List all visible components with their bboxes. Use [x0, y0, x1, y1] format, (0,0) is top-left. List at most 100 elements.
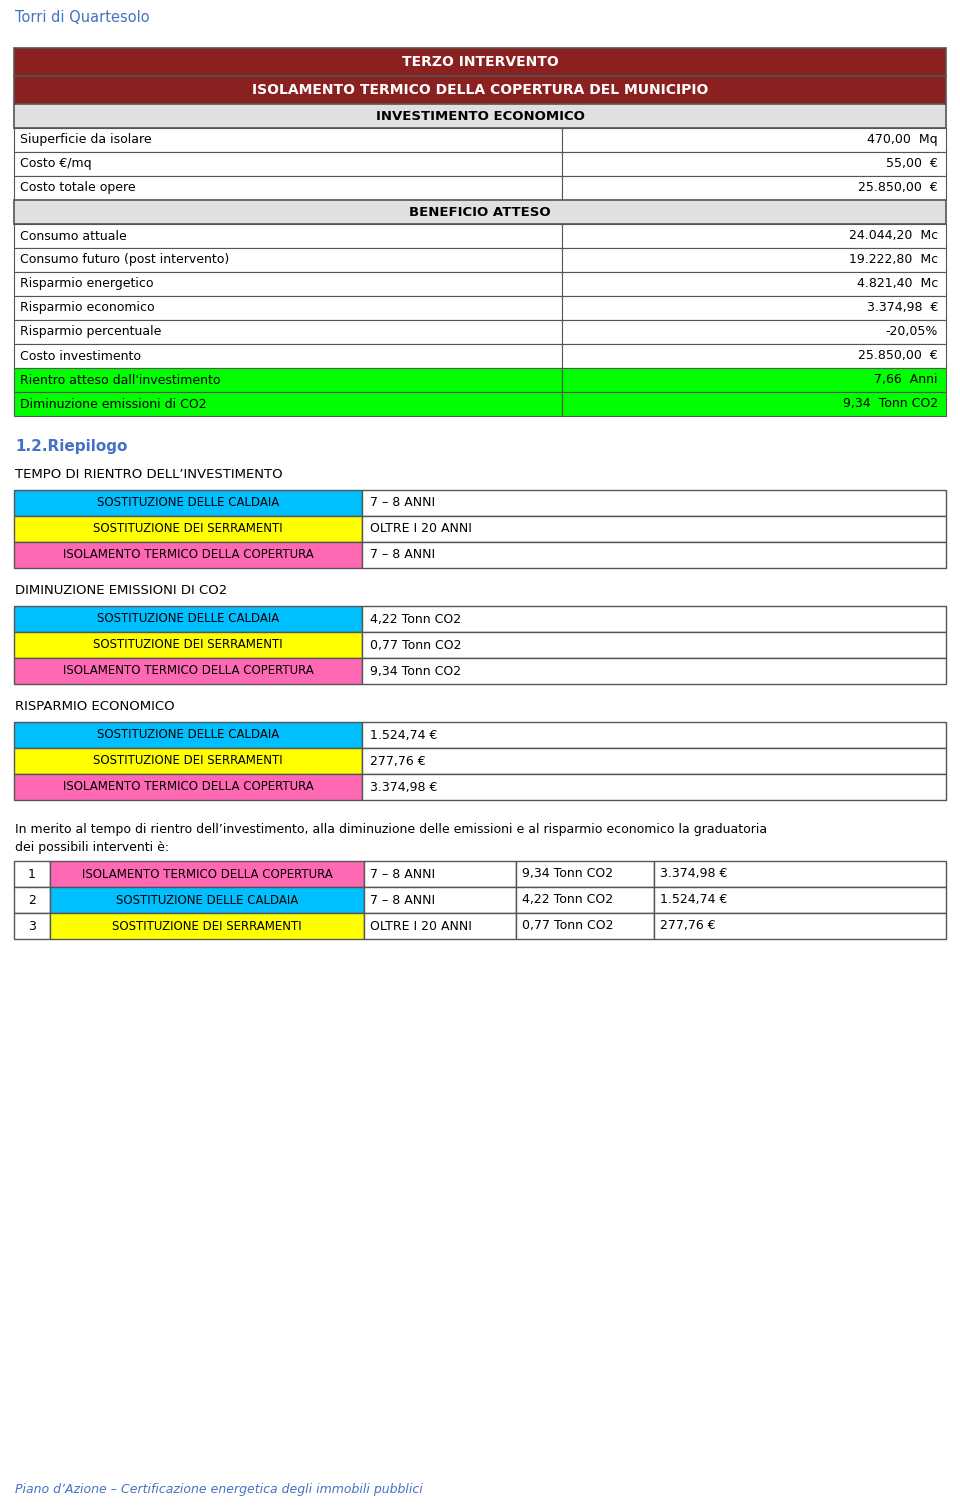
Text: 9,34 Tonn CO2: 9,34 Tonn CO2: [522, 867, 613, 881]
Bar: [14, 201, 946, 225]
Bar: [562, 225, 946, 247]
Bar: [362, 606, 946, 632]
Text: SOSTITUZIONE DEI SERRAMENTI: SOSTITUZIONE DEI SERRAMENTI: [112, 920, 301, 932]
Text: Consumo futuro (post intervento): Consumo futuro (post intervento): [20, 253, 229, 267]
Text: TERZO INTERVENTO: TERZO INTERVENTO: [401, 54, 559, 69]
Bar: [14, 748, 362, 774]
Text: Siuperficie da isolare: Siuperficie da isolare: [20, 134, 152, 146]
Bar: [14, 320, 562, 344]
Text: 1.2.Riepilogo: 1.2.Riepilogo: [15, 439, 128, 454]
Text: DIMINUZIONE EMISSIONI DI CO2: DIMINUZIONE EMISSIONI DI CO2: [15, 584, 228, 597]
Bar: [362, 490, 946, 516]
Bar: [14, 152, 562, 176]
Bar: [516, 887, 654, 912]
Bar: [364, 861, 516, 887]
Bar: [50, 887, 364, 912]
Text: TEMPO DI RIENTRO DELL’INVESTIMENTO: TEMPO DI RIENTRO DELL’INVESTIMENTO: [15, 467, 282, 481]
Text: Diminuzione emissioni di CO2: Diminuzione emissioni di CO2: [20, 398, 206, 410]
Text: Piano d’Azione – Certificazione energetica degli immobili pubblici: Piano d’Azione – Certificazione energeti…: [15, 1484, 422, 1496]
Bar: [14, 606, 362, 632]
Text: 9,34 Tonn CO2: 9,34 Tonn CO2: [370, 665, 461, 677]
Bar: [364, 912, 516, 939]
Text: In merito al tempo di rientro dell’investimento, alla diminuzione delle emission: In merito al tempo di rientro dell’inves…: [15, 823, 767, 837]
Bar: [14, 490, 362, 516]
Bar: [14, 176, 562, 201]
Text: Torri di Quartesolo: Torri di Quartesolo: [15, 11, 150, 26]
Text: 1: 1: [28, 867, 36, 881]
Text: 25.850,00  €: 25.850,00 €: [858, 181, 938, 195]
Bar: [14, 225, 562, 247]
Text: 7 – 8 ANNI: 7 – 8 ANNI: [370, 549, 435, 561]
Text: 4,22 Tonn CO2: 4,22 Tonn CO2: [522, 894, 613, 906]
Text: 470,00  Mq: 470,00 Mq: [868, 134, 938, 146]
Text: dei possibili interventi è:: dei possibili interventi è:: [15, 840, 169, 854]
Text: 2: 2: [28, 894, 36, 906]
Bar: [654, 861, 946, 887]
Bar: [562, 271, 946, 296]
Text: SOSTITUZIONE DELLE CALDAIA: SOSTITUZIONE DELLE CALDAIA: [97, 496, 279, 510]
Text: Risparmio energetico: Risparmio energetico: [20, 277, 154, 291]
Bar: [14, 774, 362, 801]
Bar: [654, 912, 946, 939]
Text: 7 – 8 ANNI: 7 – 8 ANNI: [370, 867, 435, 881]
Bar: [362, 722, 946, 748]
Bar: [50, 912, 364, 939]
Text: 1.524,74 €: 1.524,74 €: [370, 728, 438, 742]
Text: 0,77 Tonn CO2: 0,77 Tonn CO2: [370, 638, 462, 651]
Text: RISPARMIO ECONOMICO: RISPARMIO ECONOMICO: [15, 700, 175, 712]
Text: 7 – 8 ANNI: 7 – 8 ANNI: [370, 894, 435, 906]
Text: 0,77 Tonn CO2: 0,77 Tonn CO2: [522, 920, 613, 932]
Bar: [14, 861, 50, 887]
Text: 4,22 Tonn CO2: 4,22 Tonn CO2: [370, 612, 461, 626]
Text: SOSTITUZIONE DELLE CALDAIA: SOSTITUZIONE DELLE CALDAIA: [97, 728, 279, 742]
Bar: [14, 541, 362, 569]
Text: INVESTIMENTO ECONOMICO: INVESTIMENTO ECONOMICO: [375, 110, 585, 122]
Text: SOSTITUZIONE DELLE CALDAIA: SOSTITUZIONE DELLE CALDAIA: [97, 612, 279, 626]
Bar: [562, 320, 946, 344]
Text: 19.222,80  Mc: 19.222,80 Mc: [849, 253, 938, 267]
Bar: [362, 632, 946, 657]
Bar: [14, 296, 562, 320]
Bar: [14, 75, 946, 104]
Bar: [562, 392, 946, 416]
Text: Costo €/mq: Costo €/mq: [20, 157, 91, 170]
Text: SOSTITUZIONE DELLE CALDAIA: SOSTITUZIONE DELLE CALDAIA: [116, 894, 299, 906]
Text: 3.374,98  €: 3.374,98 €: [867, 302, 938, 315]
Bar: [14, 271, 562, 296]
Bar: [562, 296, 946, 320]
Bar: [562, 152, 946, 176]
Text: Risparmio percentuale: Risparmio percentuale: [20, 326, 161, 338]
Bar: [50, 861, 364, 887]
Bar: [14, 48, 946, 75]
Text: 3.374,98 €: 3.374,98 €: [660, 867, 728, 881]
Text: 277,76 €: 277,76 €: [370, 754, 425, 768]
Text: OLTRE I 20 ANNI: OLTRE I 20 ANNI: [370, 920, 472, 932]
Bar: [362, 657, 946, 685]
Text: 9,34  Tonn CO2: 9,34 Tonn CO2: [843, 398, 938, 410]
Bar: [14, 722, 362, 748]
Bar: [516, 861, 654, 887]
Text: 7 – 8 ANNI: 7 – 8 ANNI: [370, 496, 435, 510]
Bar: [562, 128, 946, 152]
Text: 3: 3: [28, 920, 36, 932]
Bar: [562, 344, 946, 368]
Text: 7,66  Anni: 7,66 Anni: [875, 374, 938, 386]
Bar: [562, 247, 946, 271]
Bar: [14, 392, 562, 416]
Text: 24.044,20  Mc: 24.044,20 Mc: [849, 229, 938, 243]
Text: ISOLAMENTO TERMICO DELLA COPERTURA: ISOLAMENTO TERMICO DELLA COPERTURA: [82, 867, 332, 881]
Bar: [516, 912, 654, 939]
Bar: [14, 657, 362, 685]
Text: 3.374,98 €: 3.374,98 €: [370, 781, 438, 793]
Text: Costo totale opere: Costo totale opere: [20, 181, 135, 195]
Bar: [14, 632, 362, 657]
Text: 1.524,74 €: 1.524,74 €: [660, 894, 728, 906]
Bar: [562, 368, 946, 392]
Bar: [362, 516, 946, 541]
Bar: [362, 541, 946, 569]
Bar: [14, 247, 562, 271]
Bar: [14, 128, 562, 152]
Bar: [14, 887, 50, 912]
Text: ISOLAMENTO TERMICO DELLA COPERTURA: ISOLAMENTO TERMICO DELLA COPERTURA: [62, 781, 313, 793]
Text: -20,05%: -20,05%: [886, 326, 938, 338]
